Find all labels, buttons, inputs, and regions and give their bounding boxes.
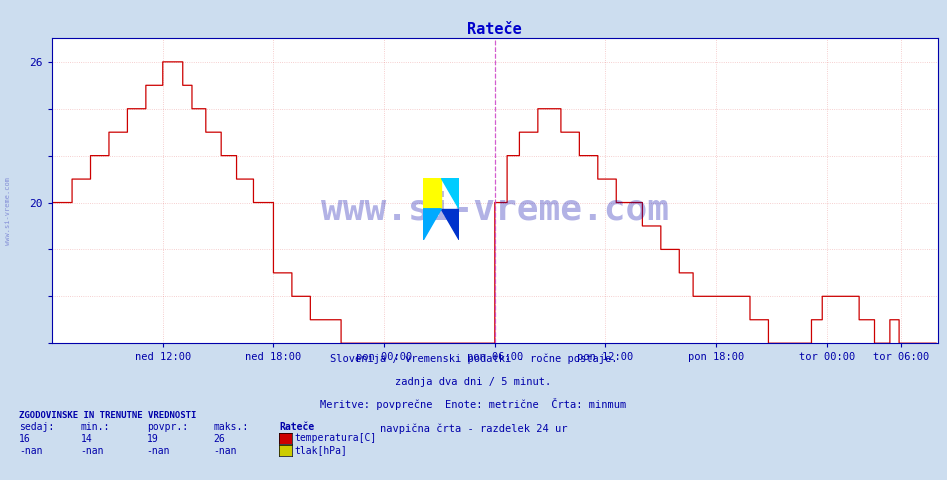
Text: www.si-vreme.com: www.si-vreme.com xyxy=(5,177,10,245)
Text: sedaj:: sedaj: xyxy=(19,421,54,432)
Text: www.si-vreme.com: www.si-vreme.com xyxy=(321,192,669,226)
Polygon shape xyxy=(441,209,459,240)
Title: Rateče: Rateče xyxy=(468,22,522,37)
Text: -nan: -nan xyxy=(19,445,43,456)
Text: -nan: -nan xyxy=(147,445,170,456)
Text: temperatura[C]: temperatura[C] xyxy=(295,433,377,443)
Text: povpr.:: povpr.: xyxy=(147,421,188,432)
Text: ZGODOVINSKE IN TRENUTNE VREDNOSTI: ZGODOVINSKE IN TRENUTNE VREDNOSTI xyxy=(19,410,196,420)
Text: zadnja dva dni / 5 minut.: zadnja dva dni / 5 minut. xyxy=(396,377,551,387)
Text: Rateče: Rateče xyxy=(279,421,314,432)
Text: tlak[hPa]: tlak[hPa] xyxy=(295,445,348,455)
Text: navpična črta - razdelek 24 ur: navpična črta - razdelek 24 ur xyxy=(380,423,567,433)
Text: 26: 26 xyxy=(213,433,224,444)
Polygon shape xyxy=(423,209,441,240)
Text: maks.:: maks.: xyxy=(213,421,248,432)
Bar xyxy=(423,178,441,209)
Text: -nan: -nan xyxy=(213,445,237,456)
Text: 16: 16 xyxy=(19,433,30,444)
Text: min.:: min.: xyxy=(80,421,110,432)
Text: -nan: -nan xyxy=(80,445,104,456)
Text: 14: 14 xyxy=(80,433,92,444)
Text: Slovenija / vremenski podatki - ročne postaje.: Slovenija / vremenski podatki - ročne po… xyxy=(330,354,617,364)
Text: Meritve: povprečne  Enote: metrične  Črta: minmum: Meritve: povprečne Enote: metrične Črta:… xyxy=(320,398,627,410)
Polygon shape xyxy=(441,178,459,209)
Text: 19: 19 xyxy=(147,433,158,444)
